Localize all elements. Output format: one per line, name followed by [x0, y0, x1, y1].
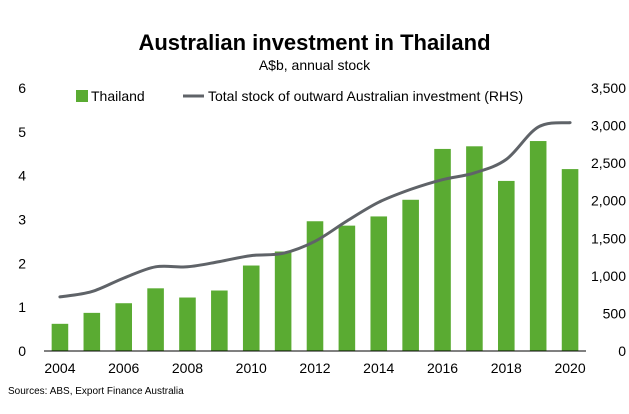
x-tick-label: 2018	[491, 360, 522, 376]
bar-thailand	[306, 221, 324, 351]
y-left-tick-label: 6	[18, 80, 26, 96]
series-line-total-stock	[58, 121, 572, 299]
source-note: Sources: ABS, Export Finance Australia	[8, 386, 184, 397]
bar-thailand	[338, 225, 356, 351]
bar-thailand	[179, 297, 196, 351]
y-right-tick-label: 1,500	[591, 230, 626, 246]
y-right-tick-label: 3,500	[591, 80, 626, 96]
bar-thailand	[51, 323, 69, 351]
chart-subtitle: A$b, annual stock	[258, 57, 371, 73]
legend-swatch-thailand	[76, 90, 88, 102]
bar-thailand	[402, 199, 419, 351]
y-right-tick-label: 0	[618, 343, 626, 359]
y-left-tick-label: 2	[18, 255, 26, 271]
x-tick-label: 2006	[108, 360, 139, 376]
x-tick-label: 2020	[554, 360, 585, 376]
x-tick-label: 2010	[236, 360, 267, 376]
chart-title: Australian investment in Thailand	[138, 30, 491, 55]
bar-thailand	[115, 303, 132, 351]
bar-thailand	[498, 180, 515, 351]
x-tick-label: 2016	[427, 360, 458, 376]
legend-label-total-stock: Total stock of outward Australian invest…	[208, 88, 523, 104]
bar-thailand	[370, 216, 388, 351]
x-tick-label: 2008	[172, 360, 203, 376]
bar-thailand	[242, 265, 260, 351]
y-left-tick-label: 4	[18, 168, 26, 184]
y-left-tick-label: 3	[18, 212, 26, 228]
x-tick-label: 2004	[44, 360, 75, 376]
bar-thailand	[529, 141, 547, 351]
y-right-tick-label: 500	[603, 305, 627, 321]
y-right-tick-label: 1,000	[591, 268, 626, 284]
x-tick-label: 2014	[363, 360, 394, 376]
legend-label-thailand: Thailand	[91, 88, 145, 104]
bar-thailand	[83, 312, 101, 351]
bar-thailand	[147, 288, 164, 351]
bar-thailand	[466, 146, 483, 351]
y-right-tick-label: 2,000	[591, 193, 626, 209]
y-left-tick-label: 1	[18, 299, 26, 315]
bar-thailand	[274, 251, 292, 351]
y-right-tick-label: 2,500	[591, 155, 626, 171]
x-tick-label: 2012	[299, 360, 330, 376]
y-right-tick-label: 3,000	[591, 118, 626, 134]
bar-thailand	[561, 169, 579, 351]
bar-thailand	[211, 290, 228, 351]
y-left-tick-label: 5	[18, 124, 26, 140]
y-left-tick-label: 0	[18, 343, 26, 359]
bar-thailand	[434, 148, 451, 351]
